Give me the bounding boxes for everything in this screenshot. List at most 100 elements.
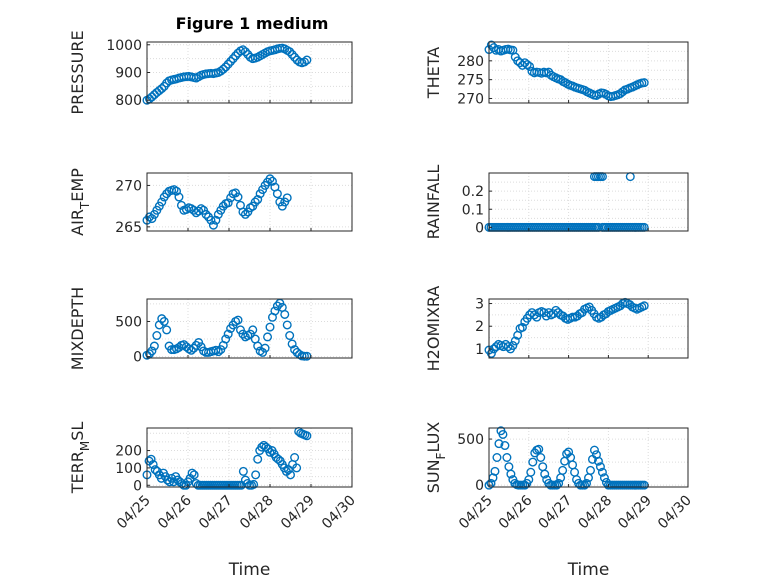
airtemp-data-point [223,198,233,208]
mixdepth-data-point [149,341,159,351]
h2omixra-data-point [508,341,518,351]
pressure-data-point [231,51,241,61]
airtemp-data-point [267,176,277,186]
airtemp-data-point [282,193,292,203]
airtemp-data-point [233,192,243,202]
h2omixra-data-point [532,312,542,322]
theta-data-point [618,87,628,97]
terrmsl-data-point [257,442,267,452]
mixdepth-ytick-label: 500 [115,314,142,330]
airtemp-data-point [157,197,167,207]
terrmsl-data-point [249,479,259,489]
sunflux-data-point [526,467,536,477]
sunflux-xtick-label: 04/26 [496,492,536,532]
terrmsl-axes-box [146,427,353,488]
sunflux-xtick-label: 04/28 [575,493,615,533]
terrmsl-xlabel: Time [228,560,271,580]
pressure-data-point [223,59,233,69]
airtemp-data-point [196,204,206,214]
sunflux-data-point [570,467,580,477]
airtemp-data-point [169,185,179,195]
terrmsl-data-point [253,454,263,464]
sunflux-data-point [558,465,568,475]
theta-ylabel: THETA [424,47,443,99]
mixdepth-data-point [221,334,231,344]
terrmsl-xtick-label: 04/26 [155,492,195,532]
mixdepth-data-point [248,325,258,335]
terrmsl-data-point [251,470,261,480]
mixdepth-data-point [287,339,297,349]
sunflux-ylabel: SUNFLUX [424,422,448,494]
mixdepth-data-point [260,343,270,353]
pressure-data-point [238,45,248,55]
airtemp-data-point [240,209,250,219]
mixdepth-axes: 0 500 MIXDEPTH [68,287,353,370]
airtemp-data-point [201,209,211,219]
h2omixra-data-point [551,305,561,315]
airtemp-data-point [172,186,182,196]
terrmsl-data-point [265,447,275,457]
mixdepth-data-point [272,301,282,311]
terrmsl-ylabel: TERRMSL [68,422,92,495]
terrmsl-data-point [302,431,312,441]
pressure-data-point [285,47,295,57]
sunflux-data-point [534,444,544,454]
terrmsl-xtick-label: 04/30 [319,493,359,533]
airtemp-data-point [238,207,248,217]
sunflux-data-point [599,473,609,483]
terrmsl-data-point [187,468,197,478]
mixdepth-data-point [152,331,162,341]
airtemp-data-point [144,212,154,222]
terrmsl-data-point [290,453,300,463]
airtemp-ytick-label: 265 [115,220,142,236]
h2omixra-data-point [639,301,649,311]
mixdepth-data-point [270,306,280,316]
h2omixra-data-point [529,310,539,320]
pressure-ytick-label: 800 [115,93,142,109]
sunflux-data-point [585,465,595,475]
terrmsl-data-point [238,466,248,476]
pressure-data-point [290,52,300,62]
mixdepth-data-point [280,309,290,319]
sunflux-data-point [500,441,510,451]
h2omixra-data-point [510,336,520,346]
mixdepth-ylabel: MIXDEPTH [68,287,87,370]
sunflux-data-point [490,466,500,476]
terrmsl-data-point [169,477,179,487]
sunflux-axes: 0 500 04/25 04/26 04/27 04/28 04/29 04/30 Time SU… [424,422,695,580]
h2omixra-data-point [517,322,527,332]
airtemp-ytick-label: 270 [115,178,142,194]
theta-axes: 270 275 280 THETA [424,40,689,107]
h2omixra-ylabel: H2OMIXRA [424,286,443,372]
mixdepth-data-point [265,322,275,332]
mixdepth-data-point [162,325,172,335]
pressure-data-point [226,56,236,66]
theta-data-point [489,43,499,53]
mixdepth-data-point [191,340,201,350]
terrmsl-xtick-label: 04/27 [196,493,236,533]
pressure-data-point [147,92,157,102]
terrmsl-ytick-label: 100 [115,461,142,477]
mixdepth-data-point [263,332,273,342]
sunflux-data-point [504,462,514,472]
sunflux-data-point [498,429,508,439]
pressure-ytick-label: 1000 [106,38,142,54]
sunflux-xlabel: Time [567,560,610,580]
mixdepth-data-point [282,320,292,330]
pressure-data-point [221,62,231,72]
sunflux-data-point [494,439,504,449]
rainfall-axes-box [488,172,689,232]
sunflux-data-point [595,462,605,472]
pressure-data-point [228,54,238,64]
sunflux-axes-box [488,427,689,488]
sunflux-data-point [552,480,562,490]
terrmsl-data-point [292,463,302,473]
sunflux-xtick-label: 04/25 [456,493,496,533]
rainfall-ytick-label: 0.2 [462,184,484,200]
h2omixra-ytick-label: 2 [475,319,484,335]
pressure-data-point [240,47,250,57]
mixdepth-data-point [159,316,169,326]
terrmsl-data-point [162,475,172,485]
sunflux-data-point [492,453,502,463]
